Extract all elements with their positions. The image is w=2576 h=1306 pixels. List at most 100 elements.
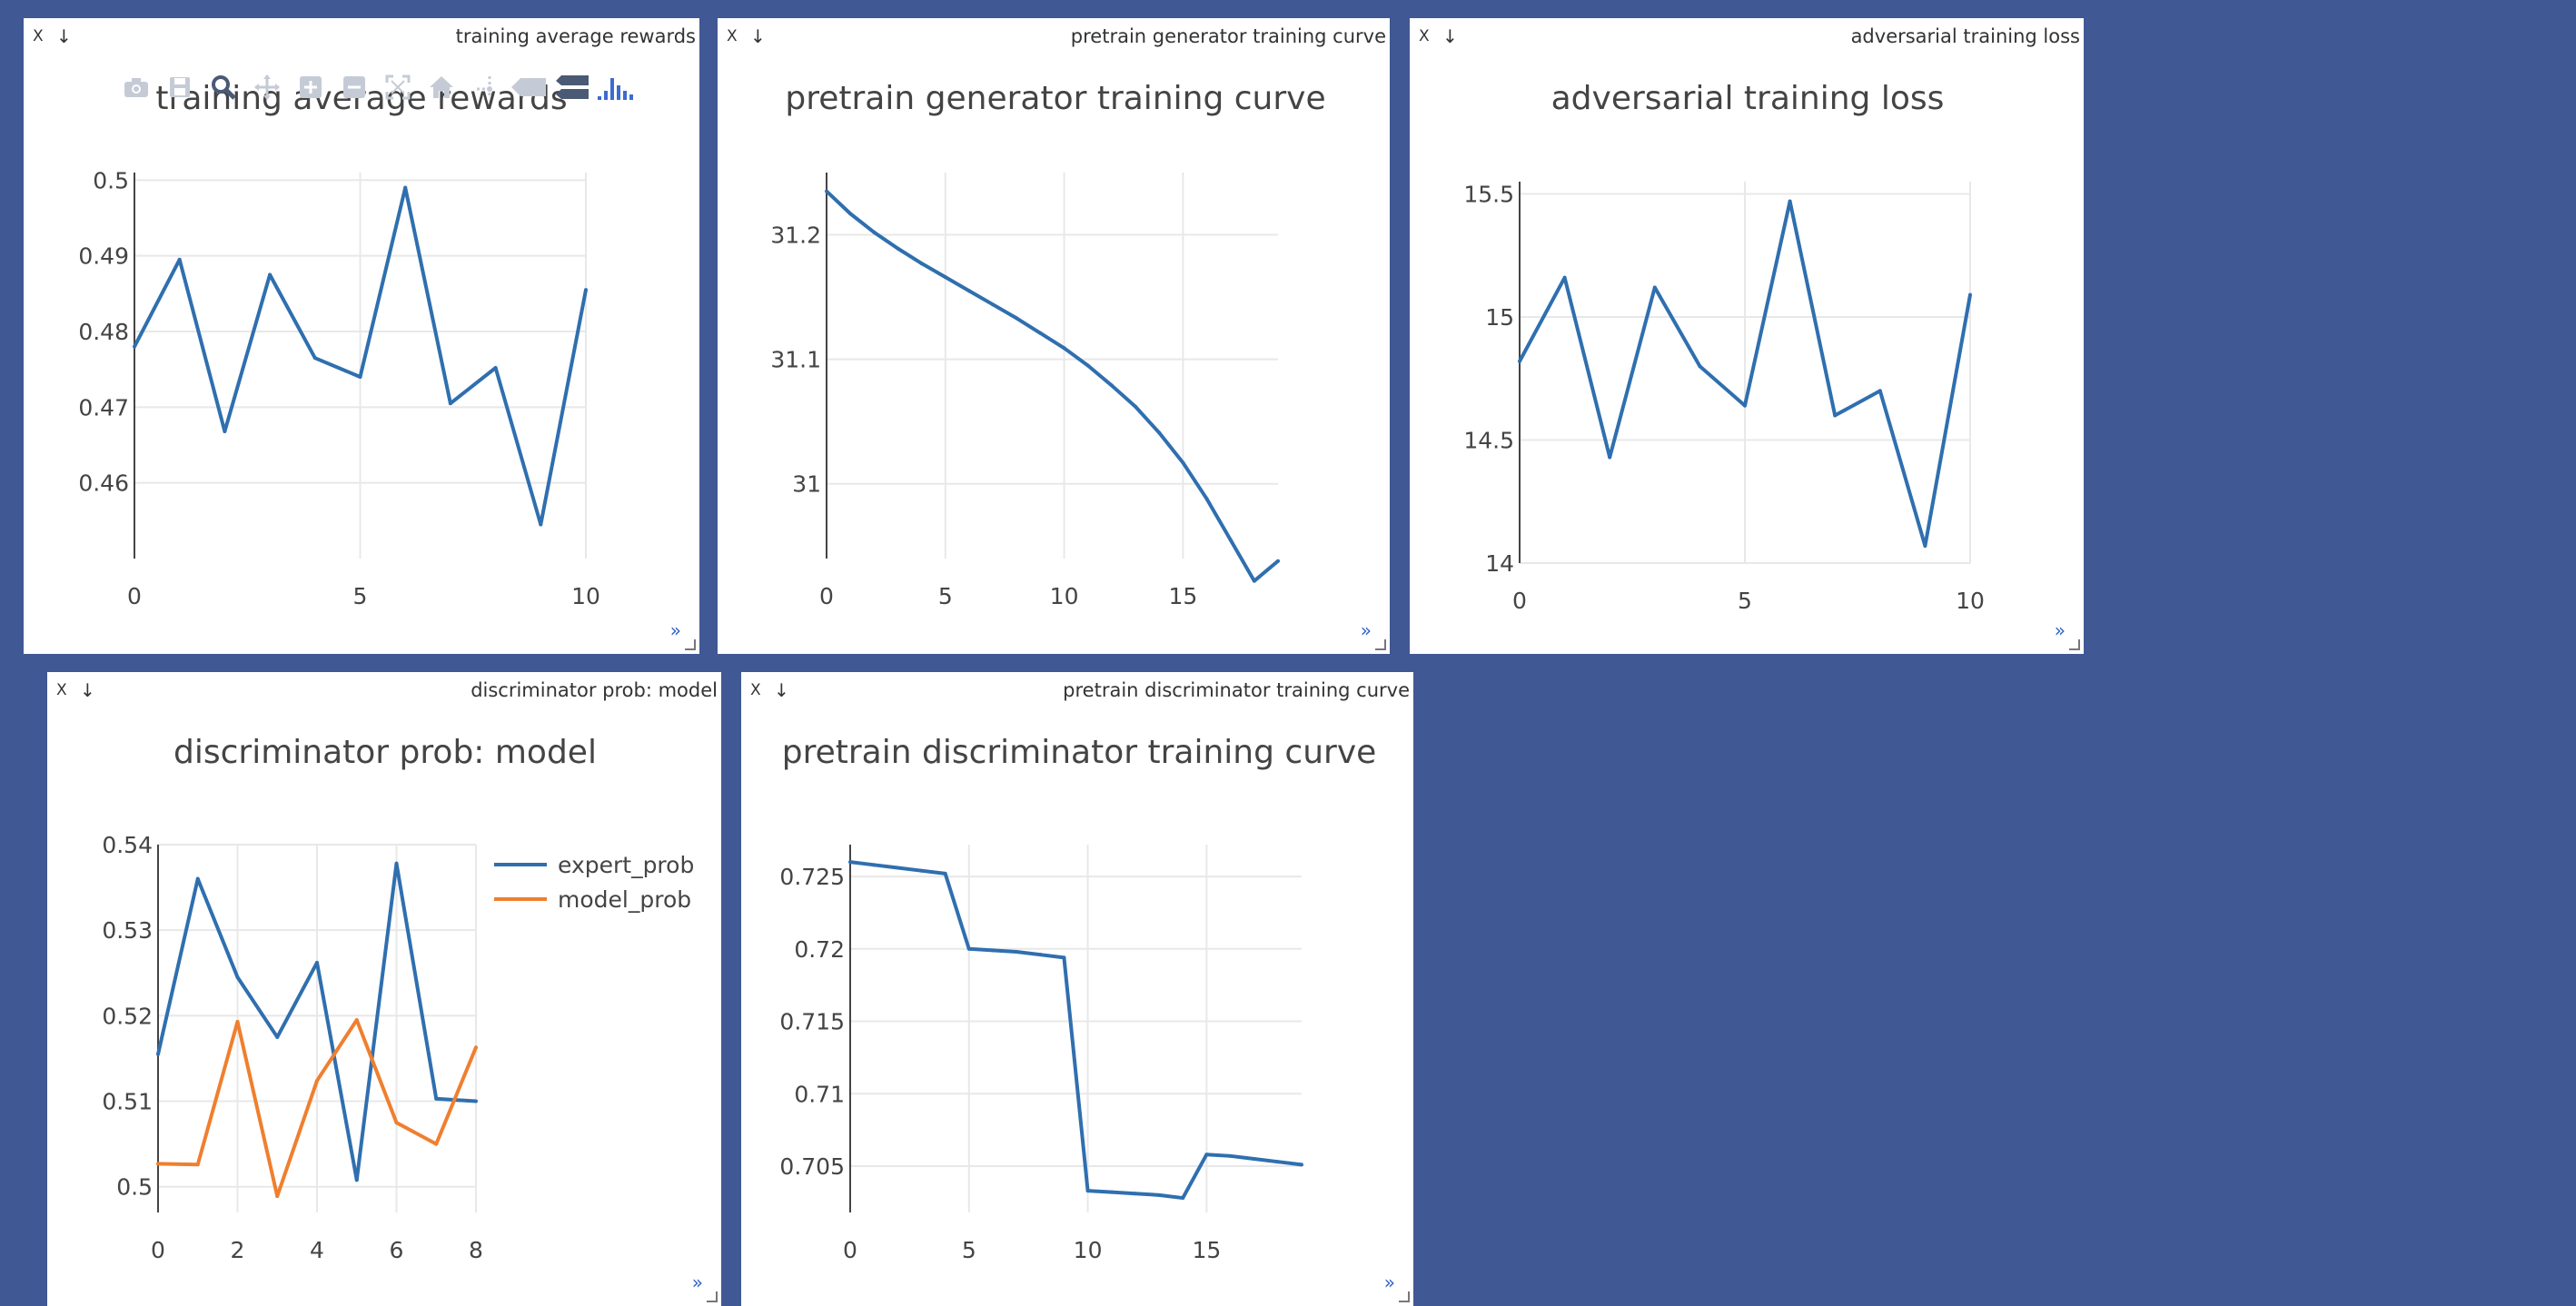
x-tick-label: 0 <box>127 583 142 609</box>
data-point <box>991 302 996 307</box>
window-discriminator-prob-model: X ↓ discriminator prob: model 0 2 4 6 8 0.5 0.… <box>47 672 721 1306</box>
pane-title: training average rewards <box>455 25 696 47</box>
series-line-series-0 <box>825 190 1280 583</box>
x-tick-label: 10 <box>571 583 600 609</box>
data-point <box>448 401 452 406</box>
data-point <box>1204 1153 1209 1157</box>
close-icon[interactable]: X <box>33 27 44 45</box>
expand-icon[interactable]: » <box>2054 619 2066 641</box>
y-tick-label: 0.72 <box>794 936 845 963</box>
resize-handle[interactable] <box>1399 1291 1410 1302</box>
pane-title: adversarial training loss <box>1850 25 2080 47</box>
data-point <box>1878 389 1882 393</box>
data-point <box>1085 1189 1090 1193</box>
data-point <box>1608 455 1612 460</box>
chart-adversarial-training-loss[interactable]: 0 5 10 14 14.5 15 15.5 adversarial training los… <box>1410 54 2084 636</box>
window-training-average-rewards: X ↓ training average rewards 0 5 10 0.46 0.4… <box>24 18 699 654</box>
data-point <box>235 1019 240 1024</box>
data-point <box>1181 460 1185 465</box>
y-tick-label: 31.2 <box>770 223 821 249</box>
x-tick-label: 5 <box>1738 588 1752 614</box>
download-icon[interactable]: ↓ <box>774 679 789 701</box>
data-point <box>403 185 408 190</box>
series-line-series-0 <box>849 860 1303 1201</box>
y-tick-label: 0.5 <box>93 167 129 193</box>
data-point <box>1228 538 1233 542</box>
data-point <box>195 1163 200 1167</box>
expand-icon[interactable]: » <box>1383 1271 1395 1293</box>
chart-pretrain-generator-training-curve[interactable]: 0 5 10 15 31 31.1 31.2 pretrain generator train… <box>718 54 1390 636</box>
y-tick-label: 31 <box>792 471 821 498</box>
chart-pretrain-discriminator-training-curve[interactable]: 0 5 10 15 0.705 0.71 0.715 0.72 0.725 pretrain di… <box>741 708 1413 1290</box>
data-point <box>1085 363 1090 368</box>
data-point <box>315 960 319 965</box>
autoscale-icon[interactable] <box>376 67 420 107</box>
resize-handle[interactable] <box>2069 639 2080 650</box>
data-point <box>156 1052 160 1056</box>
save-icon[interactable] <box>158 67 202 107</box>
hover-compare-icon[interactable] <box>550 67 594 107</box>
data-point <box>1252 1157 1256 1162</box>
resize-handle[interactable] <box>1375 639 1386 650</box>
data-point <box>584 288 588 292</box>
data-point <box>1015 949 1019 954</box>
data-point <box>1788 199 1792 203</box>
data-point <box>1062 955 1066 960</box>
x-tick-label: 8 <box>469 1237 483 1263</box>
zoom-icon[interactable] <box>202 67 245 107</box>
data-point <box>872 230 877 234</box>
data-point <box>1157 1192 1162 1197</box>
download-icon[interactable]: ↓ <box>1442 25 1458 47</box>
data-point <box>1204 497 1209 501</box>
chart-title: adversarial training loss <box>1551 80 1945 117</box>
data-point <box>1562 275 1567 280</box>
y-tick-label: 0.53 <box>102 917 153 944</box>
close-icon[interactable]: X <box>56 681 67 699</box>
chart-discriminator-prob-model[interactable]: 0 2 4 6 8 0.5 0.51 0.52 0.53 0.54 discriminator pr… <box>47 708 721 1290</box>
download-icon[interactable]: ↓ <box>80 679 95 701</box>
chart-title: pretrain generator training curve <box>785 80 1325 117</box>
pane-header: X ↓ pretrain generator training curve <box>718 18 1390 54</box>
zoom-in-icon[interactable] <box>289 67 332 107</box>
pane-title: pretrain generator training curve <box>1070 25 1386 47</box>
data-point <box>1923 544 1927 549</box>
data-point <box>848 860 852 865</box>
y-tick-label: 0.5 <box>116 1174 153 1201</box>
x-tick-label: 5 <box>353 583 368 609</box>
data-point <box>1062 346 1066 351</box>
expand-icon[interactable]: » <box>691 1271 703 1293</box>
data-point <box>493 366 498 370</box>
expand-icon[interactable]: » <box>669 619 681 641</box>
data-point <box>394 861 399 866</box>
data-point <box>966 946 971 951</box>
camera-icon[interactable] <box>114 67 158 107</box>
home-icon[interactable] <box>420 67 463 107</box>
data-point <box>235 975 240 979</box>
x-tick-label: 0 <box>1512 588 1527 614</box>
close-icon[interactable]: X <box>750 681 761 699</box>
plotly-logo-icon[interactable] <box>594 67 638 107</box>
data-point <box>1109 383 1114 388</box>
data-point <box>1038 953 1043 957</box>
close-icon[interactable]: X <box>727 27 738 45</box>
download-icon[interactable]: ↓ <box>750 25 766 47</box>
resize-handle[interactable] <box>707 1291 718 1302</box>
resize-handle[interactable] <box>685 639 696 650</box>
data-point <box>223 430 227 433</box>
spike-lines-icon[interactable] <box>463 67 507 107</box>
y-tick-label: 14 <box>1485 550 1514 577</box>
x-tick-label: 15 <box>1168 583 1197 609</box>
expand-icon[interactable]: » <box>1360 619 1372 641</box>
zoom-out-icon[interactable] <box>332 67 376 107</box>
x-tick-label: 2 <box>231 1237 245 1263</box>
download-icon[interactable]: ↓ <box>56 25 72 47</box>
y-tick-label: 0.49 <box>78 243 129 270</box>
data-point <box>1300 1163 1303 1167</box>
x-tick-label: 0 <box>151 1237 165 1263</box>
close-icon[interactable]: X <box>1419 27 1430 45</box>
pan-icon[interactable] <box>245 67 289 107</box>
y-tick-label: 0.71 <box>794 1081 845 1107</box>
chart-title: discriminator prob: model <box>173 734 597 771</box>
hover-closest-icon[interactable] <box>507 67 550 107</box>
